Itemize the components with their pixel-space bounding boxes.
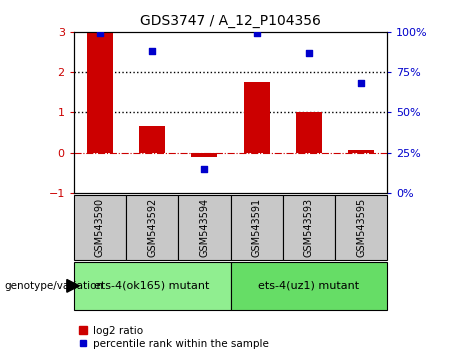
- Bar: [74, 262, 230, 310]
- Point: [96, 31, 104, 36]
- Bar: [230, 195, 283, 260]
- Text: GSM543595: GSM543595: [356, 198, 366, 257]
- Text: ets-4(ok165) mutant: ets-4(ok165) mutant: [95, 281, 210, 291]
- Bar: [87, 33, 113, 153]
- Bar: [139, 126, 165, 153]
- Bar: [348, 150, 374, 153]
- Bar: [283, 195, 335, 260]
- Point: [357, 81, 365, 86]
- Legend: log2 ratio, percentile rank within the sample: log2 ratio, percentile rank within the s…: [79, 326, 268, 349]
- Bar: [178, 195, 230, 260]
- Bar: [126, 195, 178, 260]
- Text: GSM543591: GSM543591: [252, 198, 262, 257]
- Text: GSM543592: GSM543592: [147, 198, 157, 257]
- Text: GSM543590: GSM543590: [95, 198, 105, 257]
- Point: [148, 48, 156, 54]
- Bar: [74, 195, 126, 260]
- Polygon shape: [67, 280, 79, 292]
- Point: [305, 50, 313, 56]
- Point: [253, 31, 260, 36]
- Text: ets-4(uz1) mutant: ets-4(uz1) mutant: [258, 281, 360, 291]
- Bar: [230, 262, 387, 310]
- Bar: [191, 153, 218, 157]
- Title: GDS3747 / A_12_P104356: GDS3747 / A_12_P104356: [140, 14, 321, 28]
- Bar: [335, 195, 387, 260]
- Text: GSM543593: GSM543593: [304, 198, 314, 257]
- Bar: [296, 113, 322, 153]
- Point: [201, 166, 208, 172]
- Bar: [243, 82, 270, 153]
- Text: genotype/variation: genotype/variation: [5, 281, 104, 291]
- Text: GSM543594: GSM543594: [199, 198, 209, 257]
